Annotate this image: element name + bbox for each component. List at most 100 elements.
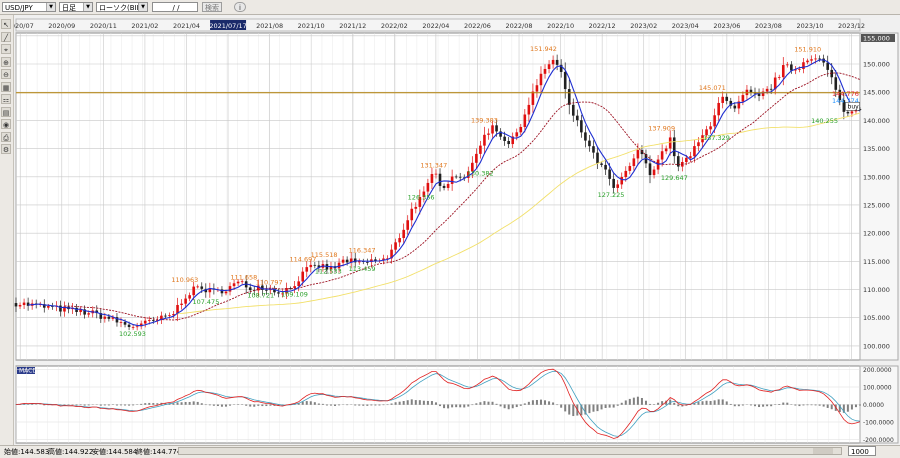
high-annotation: 139.383 bbox=[471, 117, 498, 125]
macd-histogram-bar bbox=[314, 402, 316, 405]
macd-histogram-bar bbox=[673, 403, 675, 405]
eye-icon[interactable]: ◉ bbox=[1, 119, 11, 129]
macd-histogram-bar bbox=[605, 405, 607, 409]
macd-histogram-bar bbox=[471, 405, 473, 406]
macd-histogram-bar bbox=[621, 403, 623, 405]
indicator-icon[interactable]: ▦ bbox=[1, 82, 11, 92]
macd-histogram-bar bbox=[237, 404, 239, 405]
macd-histogram-bar bbox=[209, 405, 211, 406]
date-tick-label: 2020/11 bbox=[90, 22, 117, 30]
candle-body bbox=[532, 92, 535, 105]
horizontal-scrollbar[interactable] bbox=[178, 447, 842, 455]
macd-label: MACD bbox=[19, 368, 37, 375]
macd-histogram-bar bbox=[552, 402, 554, 404]
candle-body bbox=[148, 320, 151, 321]
macd-histogram-bar bbox=[221, 405, 223, 407]
date-tick-label: 2023/08 bbox=[755, 22, 782, 30]
macd-histogram-bar bbox=[370, 405, 372, 406]
macd-histogram-bar bbox=[326, 405, 328, 406]
chart-area[interactable]: 2020/072020/092020/112021/022021/042021/… bbox=[14, 15, 900, 445]
macd-histogram-bar bbox=[346, 405, 348, 406]
macd-histogram-bar bbox=[710, 401, 712, 405]
macd-histogram-bar bbox=[524, 403, 526, 404]
date-tick-label: 2021/08 bbox=[256, 22, 283, 30]
price-axis bbox=[860, 33, 898, 360]
candle-body bbox=[451, 176, 454, 183]
period-select[interactable]: 日足 ▼ bbox=[59, 2, 93, 12]
low-annotation: 113.459 bbox=[349, 265, 376, 273]
high-annotation: 151.942 bbox=[530, 45, 557, 53]
macd-histogram-bar bbox=[382, 405, 384, 406]
settings-icon[interactable]: ⚙ bbox=[1, 144, 11, 154]
macd-histogram-bar bbox=[847, 405, 849, 412]
macd-histogram-bar bbox=[306, 401, 308, 405]
candle-body bbox=[588, 141, 591, 147]
zoom-out-icon[interactable]: ⊖ bbox=[1, 69, 11, 79]
candle-body bbox=[398, 238, 401, 242]
line-tool-icon[interactable]: ╱ bbox=[1, 32, 11, 42]
macd-histogram-bar bbox=[378, 405, 380, 406]
macd-histogram-bar bbox=[358, 405, 360, 406]
candle-body bbox=[144, 321, 147, 324]
price-top-label: 155.000 bbox=[863, 35, 890, 43]
price-tick-label: 125.000 bbox=[863, 201, 890, 209]
date-tick-label: 2023/02 bbox=[630, 22, 657, 30]
date-tick-label: 2022/06 bbox=[464, 22, 491, 30]
macd-histogram-bar bbox=[625, 400, 627, 404]
macd-histogram-bar bbox=[786, 403, 788, 405]
high-annotation: 115.518 bbox=[311, 251, 338, 259]
macd-histogram-bar bbox=[261, 405, 263, 407]
macd-histogram-bar bbox=[536, 400, 538, 405]
candle-body bbox=[786, 64, 789, 65]
macd-histogram-bar bbox=[520, 405, 522, 406]
candle-body bbox=[15, 303, 18, 306]
price-tick-label: 135.000 bbox=[863, 145, 890, 153]
candle-body bbox=[479, 146, 482, 154]
candle-body bbox=[233, 283, 236, 286]
chevron-down-icon[interactable]: ▼ bbox=[83, 3, 92, 11]
macd-histogram-bar bbox=[334, 405, 336, 407]
candle-body bbox=[301, 272, 304, 282]
macd-tick-label: 100.0000 bbox=[863, 385, 892, 392]
symbol-select[interactable]: USD/JPY ▼ bbox=[2, 2, 56, 12]
candle-body bbox=[790, 64, 793, 70]
chevron-down-icon[interactable]: ▼ bbox=[46, 3, 55, 11]
high-annotation: 145.071 bbox=[699, 84, 726, 92]
macd-histogram-bar bbox=[455, 405, 457, 408]
macd-histogram-bar bbox=[496, 404, 498, 405]
channel-icon[interactable]: ▤ bbox=[1, 107, 11, 117]
candle-body bbox=[128, 325, 131, 327]
macd-histogram-bar bbox=[459, 405, 461, 408]
chevron-down-icon[interactable]: ▼ bbox=[138, 3, 147, 11]
candle-body bbox=[697, 142, 700, 146]
price-tick-label: 105.000 bbox=[863, 314, 890, 322]
zoom-select[interactable]: 1000 bbox=[848, 446, 876, 456]
search-button[interactable]: 検索 bbox=[202, 2, 222, 12]
grid-icon[interactable]: ⚏ bbox=[1, 94, 11, 104]
candle-body bbox=[314, 265, 317, 266]
macd-histogram-bar bbox=[391, 403, 393, 404]
info-icon[interactable]: i bbox=[234, 2, 246, 12]
macd-histogram-bar bbox=[504, 405, 506, 409]
macd-histogram-bar bbox=[758, 405, 760, 408]
macd-histogram-bar bbox=[807, 405, 809, 406]
macd-histogram-bar bbox=[831, 405, 833, 410]
candle-body bbox=[503, 137, 506, 141]
macd-histogram-bar bbox=[815, 405, 817, 406]
candle-body bbox=[717, 103, 720, 115]
fibonacci-icon[interactable]: ⌖ bbox=[1, 44, 11, 54]
candle-body bbox=[548, 64, 551, 69]
chart-type-select[interactable]: ローソク(BID) ▼ bbox=[96, 2, 148, 12]
zoom-in-icon[interactable]: ⊕ bbox=[1, 57, 11, 67]
print-icon[interactable]: ⎙ bbox=[1, 132, 11, 142]
candle-body bbox=[59, 306, 62, 312]
candle-body bbox=[180, 304, 183, 305]
macd-histogram-bar bbox=[128, 405, 130, 406]
candle-body bbox=[394, 242, 397, 249]
candle-body bbox=[237, 282, 240, 284]
cursor-icon[interactable]: ↖ bbox=[1, 19, 11, 29]
date-input[interactable]: / / bbox=[152, 2, 198, 12]
macd-histogram-bar bbox=[609, 405, 611, 408]
candle-body bbox=[770, 89, 773, 90]
scrollbar-thumb[interactable] bbox=[813, 448, 833, 454]
